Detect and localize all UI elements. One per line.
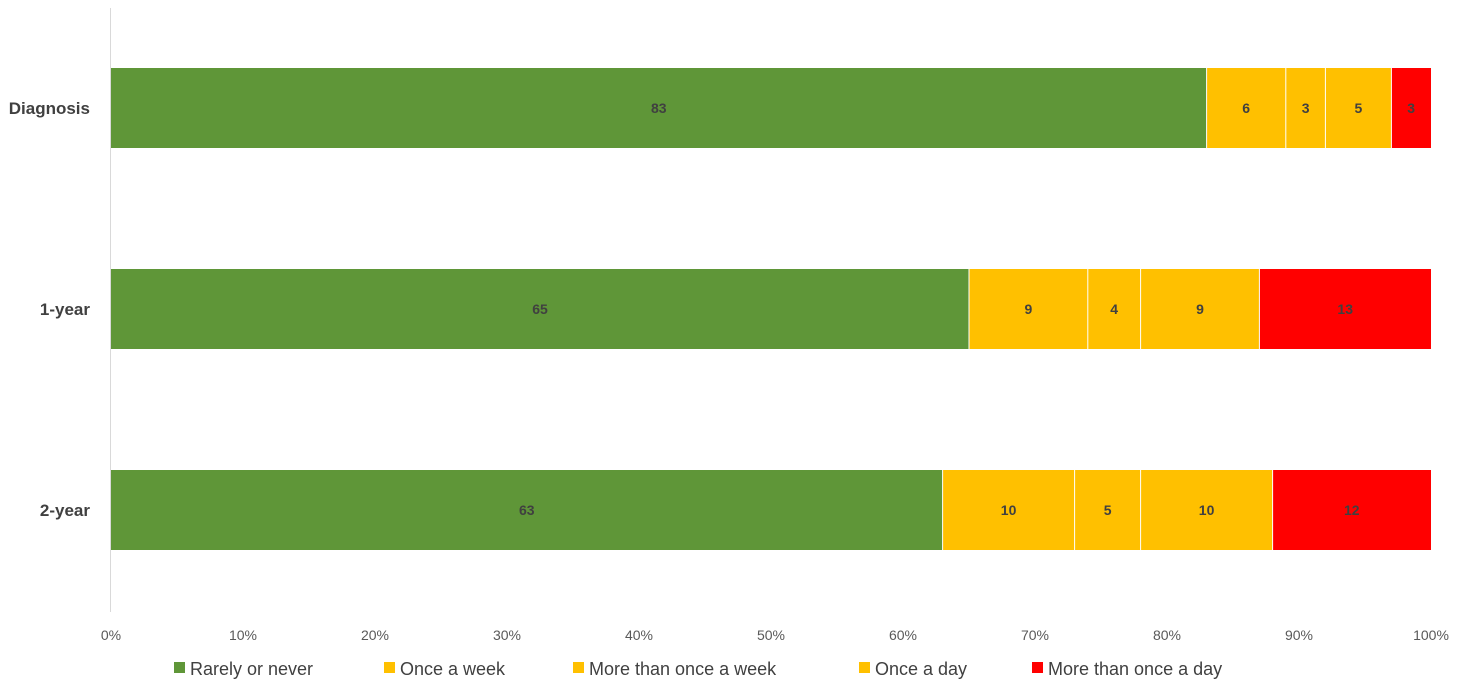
data-label: 83 [651, 100, 667, 116]
legend-swatch [174, 662, 185, 673]
legend-swatch [573, 662, 584, 673]
legend-label: More than once a day [1048, 659, 1222, 679]
x-tick-label: 50% [757, 627, 785, 643]
bar-segment [1285, 68, 1326, 148]
x-tick-label: 0% [101, 627, 121, 643]
data-label: 3 [1302, 100, 1310, 116]
data-label: 10 [1001, 502, 1017, 518]
legend-label: Once a day [875, 659, 967, 679]
category-label: Diagnosis [9, 99, 90, 118]
bar-segment [1087, 269, 1141, 349]
data-label: 5 [1104, 502, 1112, 518]
bar-segment [1391, 68, 1431, 148]
data-label: 9 [1025, 301, 1033, 317]
data-label: 9 [1196, 301, 1204, 317]
data-label: 6 [1242, 100, 1250, 116]
category-label: 2-year [40, 501, 90, 520]
category-label: 1-year [40, 300, 90, 319]
legend-swatch [859, 662, 870, 673]
bar-segment [969, 269, 1088, 349]
bar-segment [111, 470, 943, 550]
x-tick-label: 40% [625, 627, 653, 643]
x-tick-label: 60% [889, 627, 917, 643]
legend-swatch [384, 662, 395, 673]
bar-segment [942, 470, 1075, 550]
legend-label: Rarely or never [190, 659, 313, 679]
bar-segment [111, 269, 969, 349]
bar-segment [1206, 68, 1286, 148]
x-tick-label: 10% [229, 627, 257, 643]
bar-segment [111, 68, 1207, 148]
legend-swatch [1032, 662, 1043, 673]
data-label: 13 [1337, 301, 1353, 317]
x-tick-label: 90% [1285, 627, 1313, 643]
category-labels-group: Diagnosis 1-year 2-year [9, 99, 91, 520]
legend-label: More than once a week [589, 659, 777, 679]
data-label: 65 [532, 301, 548, 317]
data-label: 4 [1110, 301, 1118, 317]
x-tick-label: 20% [361, 627, 389, 643]
data-label: 12 [1344, 502, 1360, 518]
bars-group [111, 68, 1431, 550]
bar-segment [1140, 470, 1273, 550]
data-label: 63 [519, 502, 535, 518]
x-tick-label: 80% [1153, 627, 1181, 643]
legend-label: Once a week [400, 659, 506, 679]
x-tick-label: 30% [493, 627, 521, 643]
data-label: 3 [1407, 100, 1415, 116]
bar-segment [1140, 269, 1260, 349]
bar-segment [1259, 269, 1431, 349]
bar-segment [1325, 68, 1392, 148]
legend: Rarely or never Once a week More than once… [174, 659, 1222, 679]
bar-segment [1272, 470, 1431, 550]
x-tick-label: 70% [1021, 627, 1049, 643]
data-label: 5 [1355, 100, 1363, 116]
x-tick-labels-group: 0% 10% 20% 30% 40% 50% 60% 70% 80% 90% 100% [101, 627, 1449, 643]
data-label: 10 [1199, 502, 1215, 518]
bar-segment [1074, 470, 1141, 550]
x-tick-label: 100% [1413, 627, 1449, 643]
